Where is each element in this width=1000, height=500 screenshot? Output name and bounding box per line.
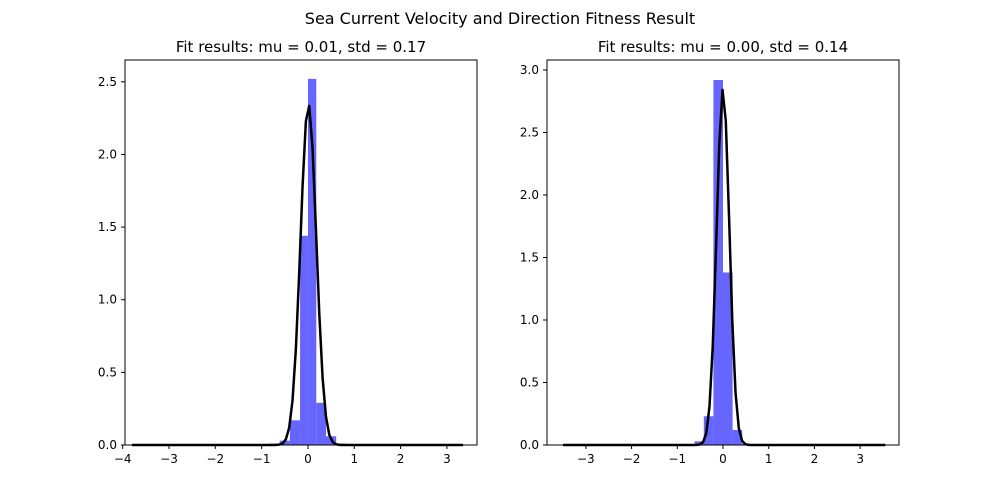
x-tick-label: −4 (114, 452, 132, 466)
subplot-title: Fit results: mu = 0.01, std = 0.17 (176, 38, 426, 56)
histogram-bar (307, 78, 317, 446)
subplot-1: −4 −3 −2 −1 0 1 2 3 0.0 0.5 1.0 1.5 2.0 2.5 Fit result… (98, 38, 478, 466)
histogram-bar (723, 272, 733, 445)
y-tick-label: 0.5 (520, 376, 539, 390)
x-tick-label: 3 (443, 452, 451, 466)
y-tick-label: 2.0 (98, 147, 117, 161)
histogram-bar (300, 235, 308, 445)
histogram-bar (316, 402, 327, 445)
x-tick-label: 3 (856, 452, 864, 466)
x-tick-label: −1 (253, 452, 271, 466)
subplot-title: Fit results: mu = 0.00, std = 0.14 (598, 38, 848, 56)
x-tick-label: 1 (350, 452, 358, 466)
x-tick-label: 2 (397, 452, 405, 466)
fit-curve-line (131, 104, 464, 447)
x-tick-label: 2 (811, 452, 819, 466)
y-tick-label: 1.5 (520, 251, 539, 265)
x-tick-label: −3 (160, 452, 178, 466)
histogram-bar (713, 80, 723, 445)
y-tick-label: 0.0 (98, 438, 117, 452)
x-tick-label: 1 (765, 452, 773, 466)
x-tick-label: −2 (623, 452, 641, 466)
x-tick-label: −3 (577, 452, 595, 466)
y-tick-label: 3.0 (520, 63, 539, 77)
axes-frame (124, 59, 478, 446)
y-tick-label: 1.0 (520, 313, 539, 327)
histogram-bar (732, 430, 743, 445)
x-tick-label: 0 (304, 452, 312, 466)
y-tick-label: 2.5 (520, 126, 539, 140)
y-tick-label: 1.5 (98, 220, 117, 234)
histogram-bar (703, 416, 714, 445)
subplot-2: −3 −2 −1 0 1 2 3 0.0 0.5 1.0 1.5 2.0 2.5 3.0 Fit resul… (520, 38, 900, 466)
histogram-bar (289, 420, 301, 445)
x-tick-label: −1 (668, 452, 686, 466)
y-tick-label: 1.0 (98, 293, 117, 307)
x-tick-label: −2 (206, 452, 224, 466)
y-tick-label: 2.5 (98, 75, 117, 89)
histogram-bar (694, 441, 704, 445)
figure-title: Sea Current Velocity and Direction Fitne… (305, 9, 695, 28)
y-tick-label: 2.0 (520, 188, 539, 202)
histogram-bar (279, 440, 290, 445)
x-tick-label: 0 (719, 452, 727, 466)
y-tick-label: 0.5 (98, 365, 117, 379)
y-tick-label: 0.0 (520, 438, 539, 452)
